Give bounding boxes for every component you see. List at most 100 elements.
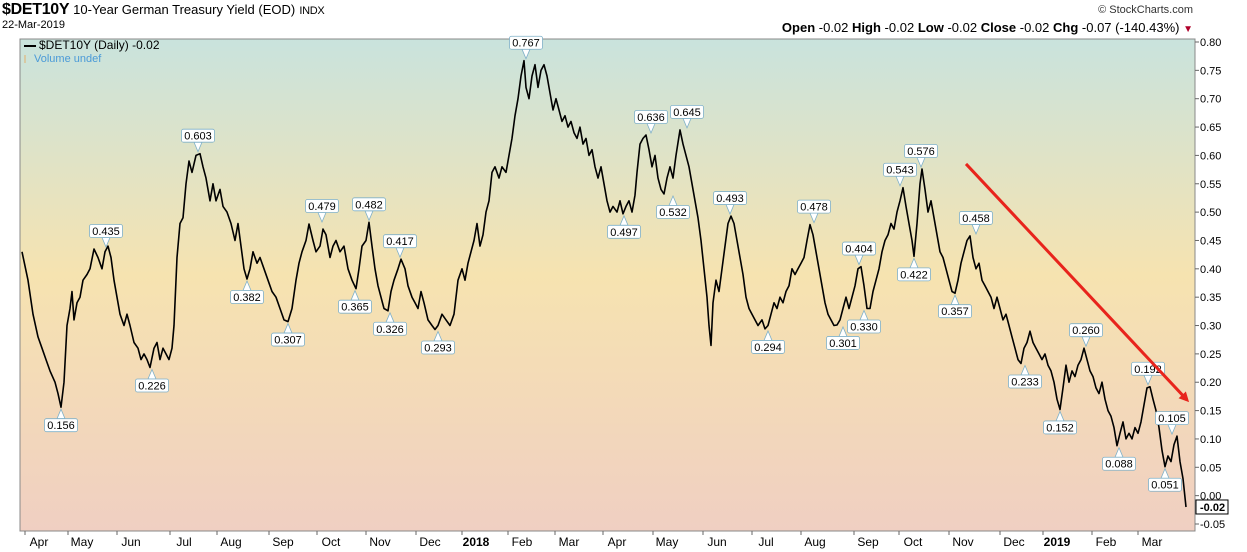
value-annotation: 0.458 xyxy=(959,211,993,235)
y-tick-label: 0.75 xyxy=(1200,65,1221,77)
x-tick-label: Aug xyxy=(220,535,241,549)
annotation-box xyxy=(338,299,372,314)
x-tick-label: 2018 xyxy=(463,535,490,549)
x-tick-label: Jun xyxy=(707,535,726,549)
annotation-label: 0.767 xyxy=(512,38,540,50)
x-tick-label: Oct xyxy=(904,535,923,549)
x-tick-label: Jul xyxy=(176,535,191,549)
annotation-box xyxy=(1069,323,1103,338)
value-annotation: 0.260 xyxy=(1069,323,1103,348)
annotation-box xyxy=(305,199,339,213)
annotation-box xyxy=(373,321,407,336)
value-annotation: 0.294 xyxy=(751,329,785,354)
annotation-label: 0.479 xyxy=(308,201,336,213)
annotation-label: 0.156 xyxy=(47,420,75,432)
y-tick-label: 0.70 xyxy=(1200,94,1221,106)
y-tick-label: 0.80 xyxy=(1200,37,1221,49)
annotation-box xyxy=(1008,374,1042,389)
annotation-box xyxy=(938,304,972,319)
annotation-box xyxy=(1102,456,1136,471)
y-tick-label: 0.30 xyxy=(1200,321,1221,333)
annotation-label: 0.051 xyxy=(1151,480,1179,492)
annotation-label: 0.645 xyxy=(673,107,701,119)
x-tick-label: Nov xyxy=(952,535,973,549)
annotation-box xyxy=(230,290,264,304)
close-value: -0.02 xyxy=(1019,20,1050,35)
annotation-label: 0.233 xyxy=(1011,377,1039,389)
value-annotation: 0.767 xyxy=(509,35,543,60)
annotation-label: 0.543 xyxy=(886,165,914,177)
value-annotation: 0.422 xyxy=(897,257,931,282)
last-value-tag: -0.02 xyxy=(1195,499,1229,515)
chart-legend: $DET10Y (Daily) -0.02 Volume undef xyxy=(24,38,160,66)
value-annotation: 0.645 xyxy=(670,104,704,129)
annotation-box xyxy=(509,35,543,50)
annotation-label: 0.497 xyxy=(610,227,638,239)
annotation-box xyxy=(89,224,123,238)
value-annotation: 0.636 xyxy=(634,110,668,135)
x-tick-label: May xyxy=(656,535,679,549)
annotation-box xyxy=(607,224,641,239)
value-annotation: 0.478 xyxy=(797,199,831,224)
annotation-box xyxy=(897,267,931,282)
value-annotation: 0.365 xyxy=(338,289,372,314)
low-value: -0.02 xyxy=(947,20,978,35)
y-tick-label: 0.45 xyxy=(1200,235,1221,247)
x-tick-label: Jun xyxy=(121,535,140,549)
annotation-label: 0.105 xyxy=(1158,413,1186,425)
legend-series: $DET10Y (Daily) -0.02 xyxy=(24,38,160,52)
annotation-label: 0.326 xyxy=(376,324,404,336)
annotation-label: 0.603 xyxy=(184,131,212,143)
annotation-box xyxy=(44,418,78,433)
close-label: Close xyxy=(980,20,1017,35)
value-annotation: 0.156 xyxy=(44,408,78,433)
value-annotation: 0.226 xyxy=(135,368,169,392)
value-annotation: 0.301 xyxy=(826,325,860,350)
annotation-label: 0.088 xyxy=(1105,459,1133,471)
high-value: -0.02 xyxy=(884,20,915,35)
annotation-label: 0.152 xyxy=(1046,422,1074,434)
trend-arrow xyxy=(964,162,1190,403)
annotation-box xyxy=(656,205,690,219)
annotation-box xyxy=(826,336,860,350)
annotation-label: 0.307 xyxy=(274,335,302,347)
chart-title: $DET10Y 10-Year German Treasury Yield (E… xyxy=(2,1,325,19)
value-annotation: 0.493 xyxy=(713,191,747,216)
y-tick-label: 0.15 xyxy=(1200,406,1221,418)
annotation-box xyxy=(797,199,831,214)
ohlc-readout: Open -0.02 High -0.02 Low -0.02 Close -0… xyxy=(782,20,1193,35)
value-annotation: 0.307 xyxy=(271,322,305,347)
series-line-det10y xyxy=(21,59,1187,508)
y-tick-label: 0.25 xyxy=(1200,349,1221,361)
annotation-box xyxy=(751,340,785,354)
y-tick-label: 0.50 xyxy=(1200,207,1221,219)
y-tick-label: 0.55 xyxy=(1200,179,1221,191)
brand-logo[interactable]: © StockCharts.com xyxy=(1098,4,1193,16)
symbol-description: 10-Year German Treasury Yield (EOD) xyxy=(73,2,296,17)
chg-label: Chg xyxy=(1053,20,1079,35)
annotation-box xyxy=(670,104,704,119)
x-tick-label: Mar xyxy=(559,535,580,549)
value-annotation: 0.326 xyxy=(373,311,407,336)
annotation-box xyxy=(904,144,938,158)
x-axis: Apr May Jun Jul Aug Sep Oct Nov Dec 2018 Feb Mar Apr… xyxy=(24,531,1163,549)
annotation-box xyxy=(713,191,747,205)
x-tick-label: Feb xyxy=(1096,535,1117,549)
value-annotation: 0.417 xyxy=(383,234,417,259)
value-annotation: 0.482 xyxy=(352,197,386,222)
annotation-label: 0.435 xyxy=(92,226,120,238)
y-tick-label: 0.35 xyxy=(1200,292,1221,304)
value-annotation: 0.293 xyxy=(421,330,455,354)
value-annotation: 0.543 xyxy=(883,162,917,187)
value-annotation: 0.603 xyxy=(181,128,215,153)
open-value: -0.02 xyxy=(818,20,849,35)
x-tick-label: Feb xyxy=(512,535,533,549)
annotation-label: 0.293 xyxy=(424,342,452,354)
plot-background xyxy=(19,38,1196,532)
x-tick-label: Apr xyxy=(30,535,49,549)
y-tick-label: 0.05 xyxy=(1200,462,1221,474)
x-tick-label: Mar xyxy=(1142,535,1163,549)
chg-value: -0.07 (-140.43%) xyxy=(1081,20,1180,35)
annotation-label: 0.417 xyxy=(386,236,414,248)
